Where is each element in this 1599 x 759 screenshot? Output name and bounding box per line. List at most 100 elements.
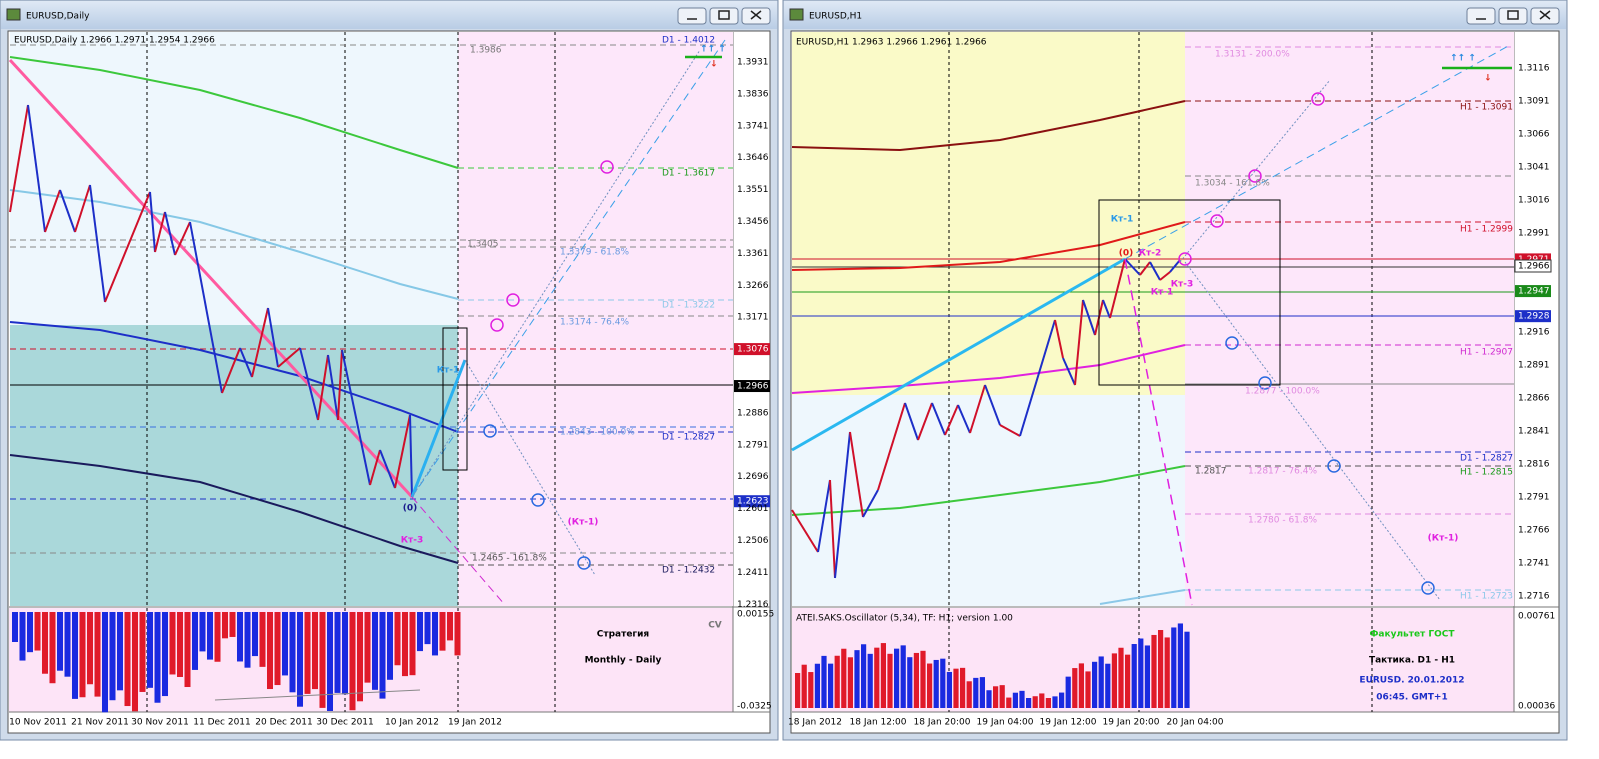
level-label: 1.3174 - 76.4% [560, 318, 629, 328]
price-tick-label: 1.2991 [1518, 229, 1550, 239]
oscillator-bar [222, 612, 228, 639]
oscillator-bar [327, 612, 333, 712]
price-bar [904, 402, 919, 441]
price-tick-label: 1.2766 [1518, 526, 1550, 536]
time-tick-label: 19 Jan 2012 [448, 718, 502, 728]
wave-label: (0) [403, 504, 418, 514]
oscillator-bar [1078, 663, 1084, 708]
oscillator-bar [304, 612, 311, 694]
oscillator-bar [1164, 637, 1170, 708]
minimize-button[interactable] [677, 7, 707, 25]
minimize-button[interactable] [1466, 7, 1496, 25]
price-bar [1149, 261, 1161, 281]
oscillator-bar [1111, 653, 1117, 708]
maximize-button[interactable] [1498, 7, 1528, 25]
oscillator-bar [1039, 693, 1045, 708]
corner-note: CV [708, 621, 722, 631]
oscillator-bar [252, 612, 258, 657]
oscillator-bar [42, 612, 48, 674]
oscillator-bar [1138, 638, 1144, 708]
price-bar [969, 384, 986, 434]
oscillator-bar [349, 612, 356, 711]
level-label: H1 - 1.2999 [1460, 225, 1513, 235]
oscillator-bar [960, 667, 966, 708]
price-bar [174, 221, 191, 256]
window-daily: EURUSD,Daily ↑↑ ↑ ↓ EURUSD,Daily 1.2966 1.2… [0, 0, 779, 741]
price-bar [89, 184, 106, 303]
price-tick-label: 1.3456 [737, 217, 769, 227]
tactics-note: 06:45. GMT+1 [1376, 693, 1448, 703]
oscillator-bar [342, 612, 348, 695]
price-bar [834, 431, 851, 579]
price-bar [1102, 299, 1111, 319]
oscillator-bar [57, 612, 63, 671]
level-label: D1 - 1.3617 [662, 169, 715, 179]
oscillator-bar [12, 612, 18, 642]
moving-average [9, 56, 459, 169]
oscillator-bar [267, 612, 273, 690]
oscillator-bar [966, 681, 972, 708]
level-label: 1.3379 - 61.8% [560, 248, 629, 258]
signal-arrow-down: ↓ [1484, 74, 1492, 84]
price-tick-label: 1.2791 [737, 440, 769, 450]
oscillator-bar [289, 612, 296, 693]
price-bar [251, 307, 269, 378]
oscillator-bar [1118, 647, 1124, 708]
level-label: 1.3034 - 161.8% [1195, 179, 1270, 189]
oscillator-bar [973, 677, 979, 708]
price-tick-label: 1.3076 [737, 345, 769, 355]
price-bar [379, 449, 396, 489]
price-bar [957, 404, 971, 434]
target-circle [1178, 252, 1192, 266]
bg-future [1185, 32, 1514, 606]
window-icon [789, 8, 804, 21]
oscillator-bar [861, 644, 867, 708]
price-tick-label: 1.2886 [737, 408, 769, 418]
price-bar [944, 404, 959, 436]
strategy-note: Стратегия [597, 630, 650, 640]
price-bar [877, 402, 906, 491]
time-tick-label: 30 Dec 2011 [316, 718, 374, 728]
oscillator-bar [913, 652, 919, 708]
level-label: D1 - 1.2827 [662, 433, 715, 443]
title-bar [784, 1, 1566, 29]
time-tick-label: 10 Jan 2012 [385, 718, 439, 728]
price-bar [154, 211, 166, 253]
wave-label: Кт-1 [1111, 215, 1134, 225]
oscillator-bar [424, 612, 431, 645]
oscillator-bar [237, 612, 243, 662]
oscillator-bar [319, 612, 326, 708]
price-bar [409, 414, 413, 498]
price-bar [817, 479, 831, 553]
level-label: 1.2817 [1195, 467, 1227, 477]
close-button[interactable] [741, 7, 771, 25]
oscillator-bar [1026, 698, 1032, 708]
impulse-line [791, 257, 1126, 452]
price-tick-label: 1.2623 [737, 497, 769, 507]
level-label: H1 - 1.2907 [1460, 348, 1513, 358]
price-tick-label: 1.2741 [1518, 559, 1550, 569]
price-bar [9, 104, 29, 213]
price-bar [1062, 357, 1076, 386]
price-tick-label: 1.2316 [737, 600, 769, 610]
target-circle [577, 556, 591, 570]
signal-arrows: ↑↑ ↑ [700, 45, 726, 55]
projection-line [464, 359, 596, 576]
osc-axis-label: 0.00761 [1518, 612, 1555, 622]
oscillator-bar [880, 643, 886, 708]
oscillator-bar [364, 612, 371, 683]
oscillator-bar [49, 612, 56, 684]
oscillator-bar [1105, 663, 1111, 708]
price-tick-label: 1.2916 [1518, 328, 1550, 338]
price-bar [1054, 319, 1064, 359]
close-button[interactable] [1530, 7, 1560, 25]
maximize-button[interactable] [709, 7, 739, 25]
oscillator-bar [1019, 690, 1025, 708]
oscillator-bar [795, 673, 801, 708]
oscillator-bar [1098, 656, 1104, 708]
level-label: 1.2877 - 100.0% [1245, 387, 1320, 397]
price-bar [984, 384, 1001, 426]
oscillator-bar [1032, 696, 1038, 708]
moving-average [9, 454, 459, 564]
oscillator-bar [214, 612, 221, 662]
